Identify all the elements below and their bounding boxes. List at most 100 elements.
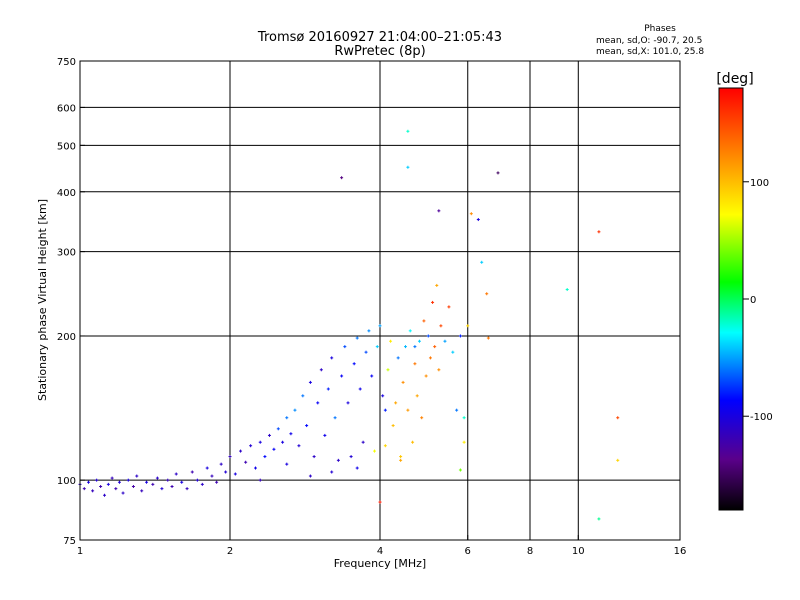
data-point: [293, 408, 297, 412]
data-point: [616, 416, 620, 420]
data-point: [330, 470, 334, 474]
data-point: [485, 292, 489, 296]
data-point: [373, 449, 377, 453]
y-axis-label: Stationary phase Virtual Height [km]: [36, 199, 49, 401]
chart-title: Tromsø 20160927 21:04:00–21:05:43: [257, 30, 502, 45]
data-point: [323, 433, 327, 437]
phases-heading: Phases: [644, 24, 676, 34]
data-point: [210, 474, 214, 478]
data-point: [233, 472, 237, 476]
data-point: [408, 329, 412, 333]
data-point: [469, 212, 473, 216]
colorbar-ticks: 100 0 -100: [743, 178, 773, 423]
data-point: [151, 482, 155, 486]
data-point: [140, 489, 144, 493]
data-point: [343, 345, 347, 349]
x-tick-label: 1: [77, 546, 83, 557]
data-point: [106, 482, 110, 486]
y-axis-ticks: 75 100 200 300 400 500 600 750: [57, 57, 85, 547]
data-point: [135, 474, 139, 478]
y-tick-label: 500: [57, 141, 76, 152]
y-tick-label: 600: [57, 103, 76, 114]
y-tick-label: 300: [57, 248, 76, 259]
data-point: [383, 444, 387, 448]
data-point: [367, 329, 371, 333]
data-point: [426, 334, 430, 338]
data-point: [95, 478, 99, 482]
data-point: [258, 478, 262, 482]
data-point: [86, 480, 90, 484]
data-point: [435, 283, 439, 287]
data-point: [437, 368, 441, 372]
x-tick-label: 6: [465, 546, 471, 557]
data-point: [496, 171, 500, 175]
data-point: [276, 427, 280, 431]
data-point: [358, 387, 362, 391]
data-point: [428, 356, 432, 360]
data-point: [326, 387, 330, 391]
data-point: [249, 444, 253, 448]
data-point: [462, 440, 466, 444]
data-point: [406, 408, 410, 412]
data-point: [333, 416, 337, 420]
y-tick-label: 750: [57, 57, 76, 68]
x-axis-label: Frequency [MHz]: [334, 557, 426, 570]
data-point: [155, 476, 159, 480]
data-point: [391, 424, 395, 428]
chart-subtitle: RwPretec (8p): [334, 44, 425, 59]
y-tick-label: 75: [63, 536, 76, 547]
grid-lines: [80, 61, 680, 540]
data-point: [443, 339, 447, 343]
colorbar-tick-label: 100: [750, 178, 769, 189]
data-point: [170, 484, 174, 488]
data-point: [378, 324, 382, 328]
data-point: [319, 368, 323, 372]
x-tick-label: 16: [674, 546, 687, 557]
data-point: [480, 260, 484, 264]
data-point: [462, 416, 466, 420]
data-point: [378, 500, 382, 504]
x-tick-label: 4: [377, 546, 383, 557]
data-point: [455, 408, 459, 412]
data-point: [411, 440, 415, 444]
data-point: [403, 345, 407, 349]
data-point: [597, 517, 601, 521]
data-point: [308, 380, 312, 384]
colorbar-label: [deg]: [716, 71, 753, 87]
data-point: [305, 424, 309, 428]
data-point: [433, 345, 437, 349]
data-point: [166, 478, 170, 482]
data-point: [205, 466, 209, 470]
data-point: [281, 440, 285, 444]
data-point: [447, 305, 451, 309]
data-point: [215, 480, 219, 484]
data-point: [396, 356, 400, 360]
data-point: [486, 336, 490, 340]
data-point: [117, 480, 121, 484]
colorbar-tick-label: -100: [750, 412, 773, 423]
y-tick-label: 200: [57, 332, 76, 343]
data-point: [451, 350, 455, 354]
data-point: [381, 394, 385, 398]
data-point: [565, 288, 569, 292]
data-point: [346, 401, 350, 405]
phases-stat-x: mean, sd,X: 101.0, 25.8: [596, 47, 704, 57]
data-point: [239, 449, 243, 453]
x-tick-label: 10: [572, 546, 585, 557]
x-tick-label: 2: [227, 546, 233, 557]
data-point: [336, 458, 340, 462]
data-point: [413, 345, 417, 349]
data-point: [437, 209, 441, 213]
data-point: [406, 165, 410, 169]
data-point: [466, 324, 470, 328]
data-point: [110, 476, 114, 480]
data-point: [355, 336, 359, 340]
y-tick-label: 100: [57, 476, 76, 487]
data-point: [190, 470, 194, 474]
data-point: [386, 368, 390, 372]
data-point: [131, 484, 135, 488]
data-point: [330, 356, 334, 360]
colorbar-tick-label: 0: [750, 295, 756, 306]
data-point: [616, 458, 620, 462]
data-point: [114, 487, 118, 491]
